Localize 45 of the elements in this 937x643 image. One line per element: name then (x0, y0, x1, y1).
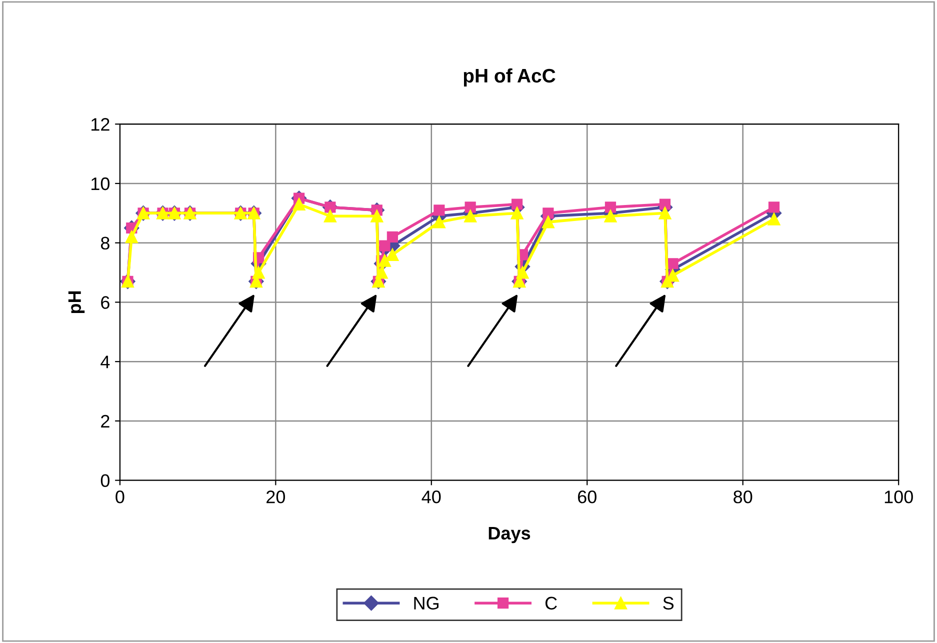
y-tick-label: 12 (92, 118, 110, 131)
point (604, 202, 616, 213)
point (375, 266, 388, 279)
point (604, 210, 617, 222)
point (386, 248, 399, 261)
y-tick-label: 8 (100, 236, 110, 250)
point (386, 231, 398, 242)
x-tick-label: 60 (578, 490, 596, 504)
y-tick-label: 0 (100, 474, 110, 488)
x-axis-title: Days (488, 526, 530, 544)
point (542, 208, 554, 219)
point (379, 240, 390, 252)
x-tick-label: 80 (734, 490, 752, 504)
legend-label: C (545, 596, 557, 610)
point (768, 212, 780, 226)
chart-title: pH of AcC (464, 68, 556, 86)
point (511, 198, 523, 210)
point (667, 258, 678, 270)
x-tick-label: 20 (266, 490, 285, 504)
point (370, 210, 384, 222)
point (659, 198, 671, 210)
y-tick-label: 4 (100, 356, 110, 368)
point (434, 204, 445, 216)
point (516, 266, 529, 279)
legend-label: S (663, 596, 674, 610)
point (768, 202, 780, 213)
y-axis-title: pH (68, 291, 85, 314)
x-tick-label: 100 (884, 490, 913, 504)
point (510, 206, 524, 220)
point (432, 216, 446, 228)
point (125, 230, 138, 244)
point (324, 210, 336, 222)
point (252, 266, 265, 279)
y-tick-label: 2 (101, 414, 110, 428)
point (542, 216, 554, 228)
y-tick-label: 10 (92, 177, 110, 190)
x-tick-label: 0 (116, 490, 124, 504)
x-tick-label: 40 (422, 490, 441, 504)
point (658, 206, 672, 220)
point (292, 198, 306, 210)
legend-label: NG (414, 596, 438, 610)
y-tick-label: 6 (101, 296, 110, 309)
point (378, 254, 391, 267)
point (464, 202, 476, 213)
point (464, 210, 477, 222)
